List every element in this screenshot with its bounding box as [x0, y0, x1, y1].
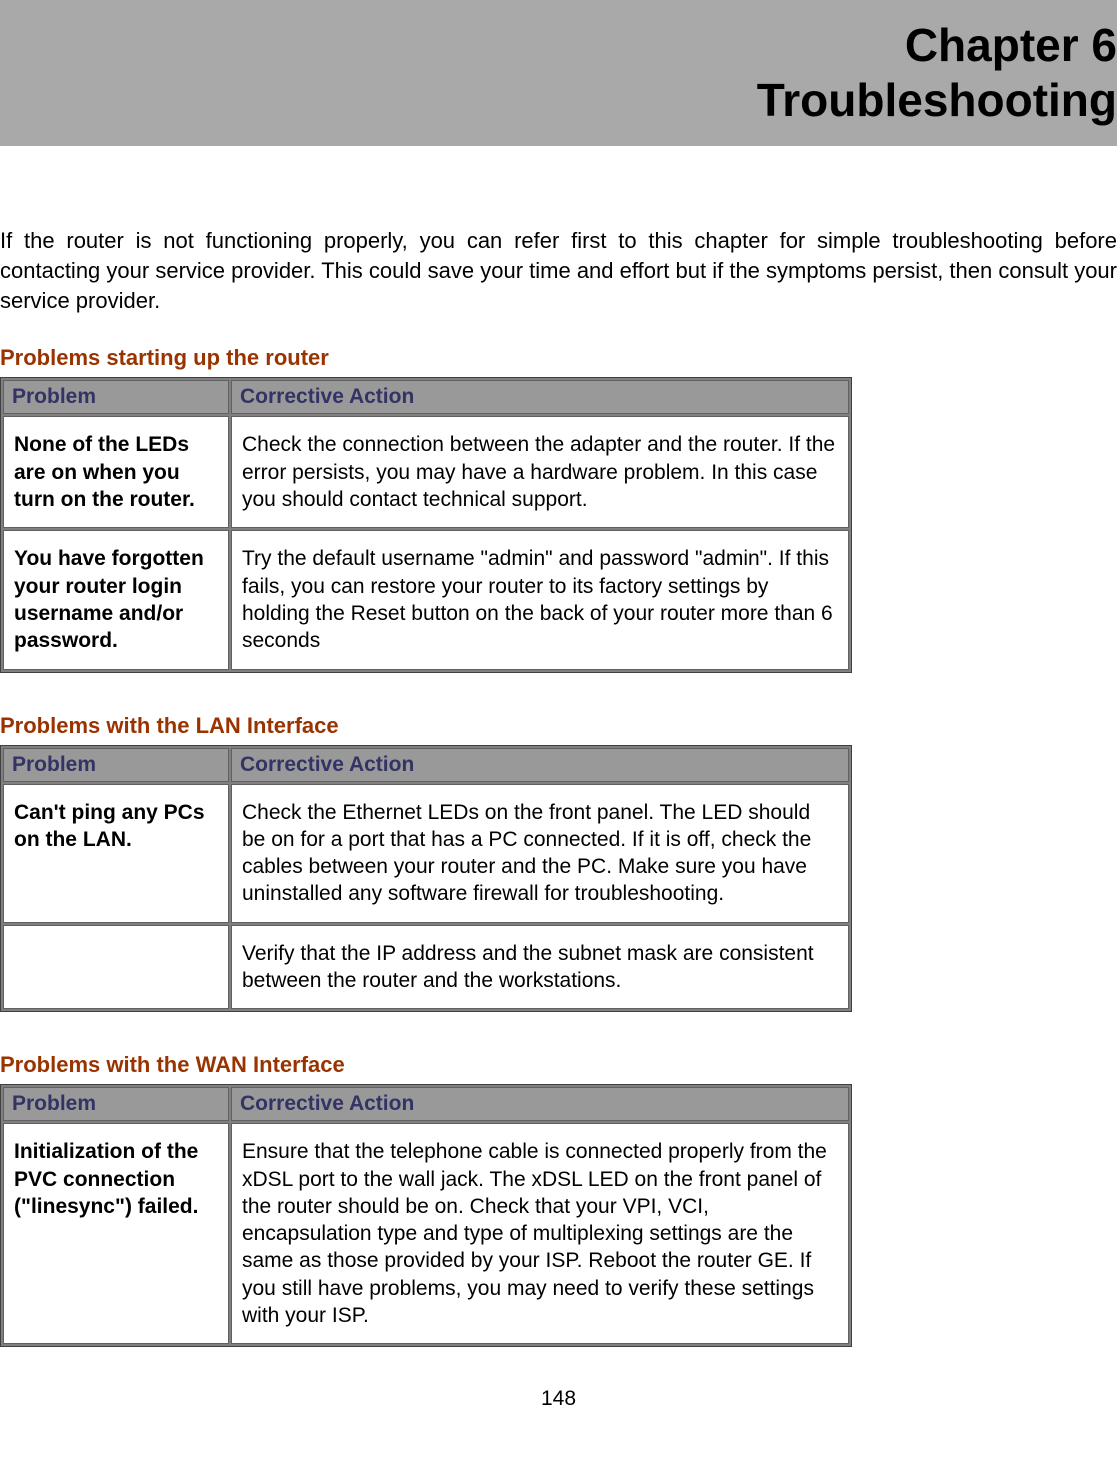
cell-problem	[3, 925, 229, 1010]
table-wan: Problem Corrective Action Initialization…	[0, 1084, 852, 1347]
col-header-action: Corrective Action	[231, 1087, 849, 1121]
table-row: None of the LEDs are on when you turn on…	[3, 416, 849, 528]
col-header-problem: Problem	[3, 380, 229, 414]
cell-action: Check the Ethernet LEDs on the front pan…	[231, 784, 849, 923]
col-header-action: Corrective Action	[231, 380, 849, 414]
table-row: Verify that the IP address and the subne…	[3, 925, 849, 1010]
table-row: Initialization of the PVC connection ("l…	[3, 1123, 849, 1344]
cell-problem: Initialization of the PVC connection ("l…	[3, 1123, 229, 1344]
table-lan: Problem Corrective Action Can't ping any…	[0, 745, 852, 1013]
cell-action: Ensure that the telephone cable is conne…	[231, 1123, 849, 1344]
cell-action: Verify that the IP address and the subne…	[231, 925, 849, 1010]
table-header-row: Problem Corrective Action	[3, 748, 849, 782]
cell-action: Try the default username "admin" and pas…	[231, 530, 849, 669]
section-title-startup: Problems starting up the router	[0, 345, 1117, 371]
table-row: You have forgotten your router login use…	[3, 530, 849, 669]
cell-problem: None of the LEDs are on when you turn on…	[3, 416, 229, 528]
table-header-row: Problem Corrective Action	[3, 1087, 849, 1121]
chapter-number: Chapter 6	[905, 19, 1117, 71]
col-header-problem: Problem	[3, 1087, 229, 1121]
chapter-title: Troubleshooting	[757, 74, 1117, 126]
intro-paragraph: If the router is not functioning properl…	[0, 226, 1117, 315]
cell-problem: You have forgotten your router login use…	[3, 530, 229, 669]
col-header-action: Corrective Action	[231, 748, 849, 782]
cell-action: Check the connection between the adapter…	[231, 416, 849, 528]
page-number: 148	[0, 1387, 1117, 1431]
section-title-wan: Problems with the WAN Interface	[0, 1052, 1117, 1078]
cell-problem: Can't ping any PCs on the LAN.	[3, 784, 229, 923]
col-header-problem: Problem	[3, 748, 229, 782]
table-startup: Problem Corrective Action None of the LE…	[0, 377, 852, 672]
table-header-row: Problem Corrective Action	[3, 380, 849, 414]
section-title-lan: Problems with the LAN Interface	[0, 713, 1117, 739]
table-row: Can't ping any PCs on the LAN. Check the…	[3, 784, 849, 923]
chapter-header: Chapter 6 Troubleshooting	[0, 0, 1117, 146]
page-content: If the router is not functioning properl…	[0, 226, 1117, 1431]
